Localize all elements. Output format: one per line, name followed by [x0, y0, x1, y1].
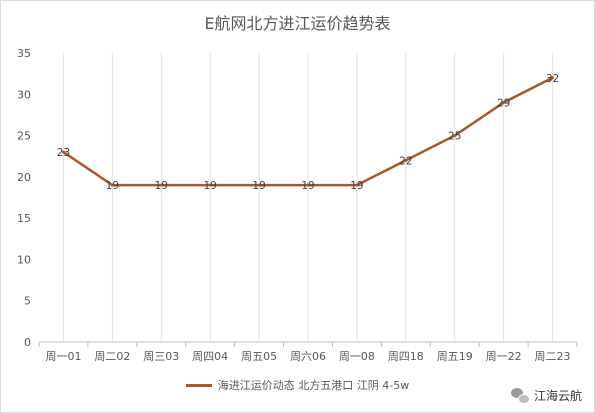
x-tick-label: 周一08 — [339, 350, 375, 363]
chart-title: E航网北方进江运价趋势表 — [204, 14, 391, 33]
data-point — [159, 183, 163, 187]
x-tick-label: 周一01 — [45, 350, 81, 363]
data-point — [208, 183, 212, 187]
chart-legend: 海进江运价动态 北方五港口 江阴 4-5w — [1, 377, 594, 393]
data-point — [502, 101, 506, 105]
data-label: 19 — [155, 180, 168, 192]
x-tick-label: 周五19 — [437, 350, 473, 363]
x-tick-label: 周二02 — [94, 350, 130, 363]
legend-label: 海进江运价动态 北方五港口 江阴 4-5w — [217, 379, 410, 392]
data-label: 19 — [203, 180, 216, 192]
y-tick-label: 20 — [17, 171, 31, 184]
watermark: 江海云航 — [510, 387, 582, 404]
data-label: 19 — [350, 180, 363, 192]
x-tick-label: 周三03 — [143, 350, 179, 363]
data-point — [257, 183, 261, 187]
x-tick-label: 周二23 — [535, 350, 571, 363]
y-tick-label: 0 — [24, 336, 31, 349]
data-label: 19 — [106, 180, 119, 192]
data-point — [110, 183, 114, 187]
data-point — [404, 158, 408, 162]
x-tick-label: 周四18 — [388, 350, 424, 363]
y-tick-label: 15 — [17, 212, 31, 225]
watermark-text: 江海云航 — [533, 389, 582, 403]
y-tick-label: 25 — [17, 130, 31, 143]
data-point — [306, 183, 310, 187]
data-label: 19 — [301, 180, 314, 192]
data-label: 23 — [57, 147, 70, 159]
x-tick-label: 周一22 — [486, 350, 522, 363]
y-tick-label: 35 — [17, 47, 31, 60]
x-tick-label: 周六06 — [290, 350, 326, 363]
data-point — [61, 150, 65, 154]
data-label: 32 — [546, 73, 559, 85]
y-tick-label: 10 — [17, 253, 31, 266]
data-label: 29 — [497, 98, 510, 110]
data-point — [453, 134, 457, 138]
data-label: 19 — [252, 180, 265, 192]
x-tick-label: 周五05 — [241, 350, 277, 363]
data-label: 25 — [448, 131, 461, 143]
data-point — [355, 183, 359, 187]
x-tick-label: 周四04 — [192, 350, 228, 363]
y-tick-label: 30 — [17, 88, 31, 101]
wechat-icon — [510, 387, 530, 404]
data-point — [551, 76, 555, 80]
legend-line-swatch — [185, 383, 212, 387]
data-label: 22 — [399, 155, 412, 167]
y-tick-label: 5 — [24, 295, 31, 308]
